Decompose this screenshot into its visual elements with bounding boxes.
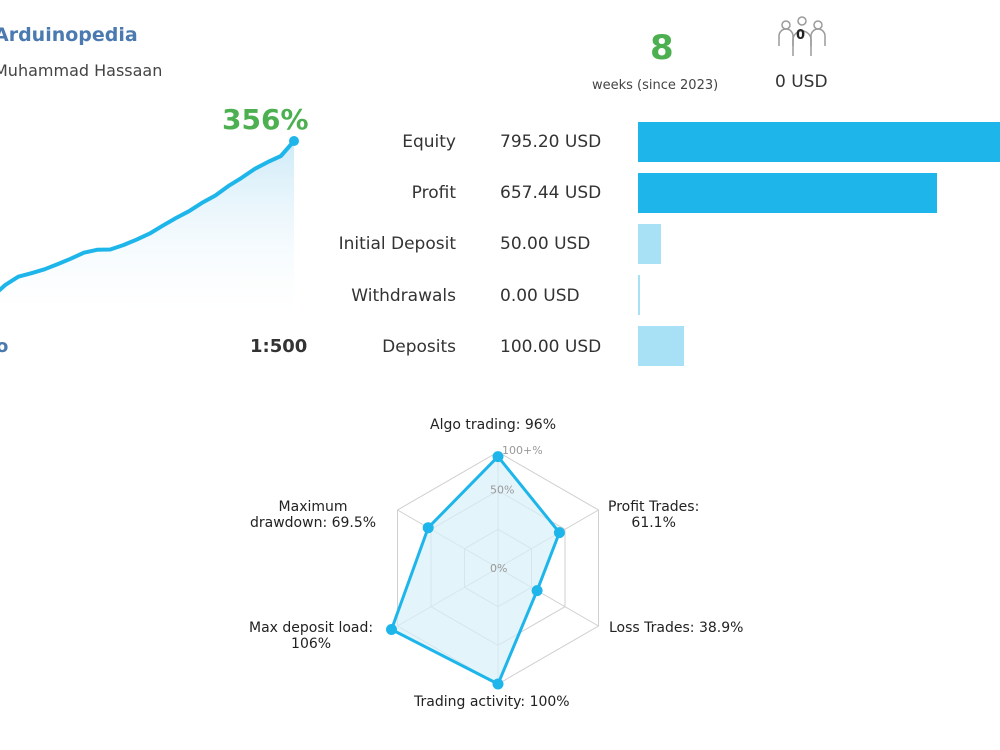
equity-label: Equity [402, 132, 456, 152]
radar-label-loss-trades: Loss Trades: 38.9% [609, 620, 743, 636]
radar-ring-label-0: 0% [490, 562, 507, 575]
radar-label-line: 106% [291, 636, 332, 652]
withdrawals-value: 0.00 USD [500, 286, 580, 306]
radar-ring-label-50: 50% [490, 484, 514, 497]
radar-label-line: Algo trading: 96% [430, 417, 557, 433]
withdrawals-bar [638, 275, 640, 315]
radar-label-line: Trading activity: 100% [414, 694, 570, 710]
radar-label-algo-trading: Algo trading: 96% [430, 417, 556, 433]
radar-label-line: Profit Trades: [608, 499, 700, 515]
chart-footer-label: o [0, 336, 9, 357]
radar-label-line: Maximum [278, 499, 348, 515]
radar-label-line: 61.1% [631, 515, 676, 531]
growth-chart[interactable] [0, 135, 300, 315]
deposits-bar [638, 326, 684, 366]
deposits-label: Deposits [382, 337, 456, 357]
radar-points [386, 451, 565, 690]
radar-point [492, 451, 504, 463]
radar-point [386, 624, 397, 635]
growth-line [0, 139, 296, 293]
profit-bar [638, 173, 938, 213]
equity-value: 795.20 USD [500, 132, 602, 152]
radar-label-trading-activity: Trading activity: 100% [414, 694, 570, 710]
leverage-value: 1:500 [250, 336, 308, 357]
weeks-count: 8 [650, 28, 674, 68]
subscribers-icon [778, 16, 826, 56]
radar-label-line: Max deposit load: [249, 620, 374, 636]
equity-bar [638, 122, 1000, 162]
subscribers-count: 0 [796, 28, 806, 43]
radar-ring-label-100: 100+% [502, 444, 543, 457]
profit-value: 657.44 USD [500, 183, 602, 203]
initial-deposit-value: 50.00 USD [500, 234, 591, 254]
initial-deposit-label: Initial Deposit [338, 234, 456, 254]
deposits-value: 100.00 USD [500, 337, 602, 357]
radar-label-line: Loss Trades: 38.9% [609, 620, 744, 636]
radar-label-line: drawdown: 69.5% [250, 515, 377, 531]
initial-deposit-bar [638, 224, 661, 264]
radar-point [422, 522, 434, 534]
radar-point [492, 678, 504, 690]
radar-point [553, 527, 565, 539]
radar-label-max-deposit-load: Max deposit load: 106% [249, 620, 373, 652]
subscribers-usd: 0 USD [775, 72, 828, 92]
radar-chart: 100+% 50% 0% [386, 444, 599, 690]
profit-label: Profit [411, 183, 456, 203]
growth-area [0, 141, 294, 315]
weeks-caption: weeks (since 2023) [592, 78, 719, 93]
radar-point [531, 585, 543, 597]
growth-endpoint-marker [289, 136, 299, 146]
signal-name-link[interactable]: Arduinopedia [0, 24, 138, 46]
radar-label-profit-trades: Profit Trades: 61.1% [608, 499, 699, 531]
withdrawals-label: Withdrawals [351, 286, 456, 306]
growth-percentage: 356% [222, 103, 309, 136]
radar-value-area [390, 455, 561, 686]
author-name-link[interactable]: Muhammad Hassaan [0, 61, 163, 80]
radar-label-max-drawdown: Maximum drawdown: 69.5% [250, 499, 376, 531]
